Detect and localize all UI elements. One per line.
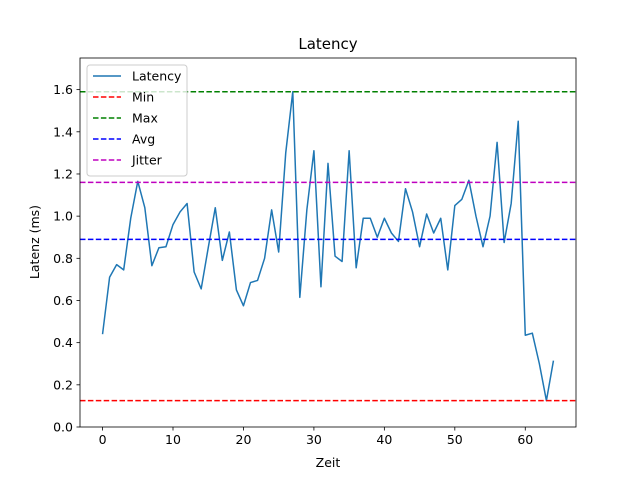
legend-label-latency: Latency [132, 69, 182, 84]
y-tick-label: 1.6 [53, 82, 73, 97]
legend-box [86, 64, 188, 177]
x-tick-label: 60 [517, 432, 533, 447]
x-tick-label: 30 [306, 432, 322, 447]
x-tick-label: 10 [165, 432, 181, 447]
legend-label-min: Min [132, 90, 154, 105]
y-tick-label: 1.4 [53, 124, 73, 139]
chart-title: Latency [298, 35, 357, 53]
legend-label-max: Max [132, 111, 158, 126]
y-axis-label: Latenz (ms) [27, 205, 42, 279]
y-tick-label: 1.0 [53, 209, 73, 224]
legend-label-jitter: Jitter [131, 153, 163, 168]
latency-series-line [101, 90, 555, 402]
y-tick-label: 1.2 [53, 166, 73, 181]
x-tick-label: 0 [99, 432, 107, 447]
x-tick-label: 50 [447, 432, 463, 447]
legend: Latency Min Max Avg Jitter [86, 64, 188, 177]
plot-frame [79, 57, 577, 428]
y-tick-label: 0.8 [53, 251, 73, 266]
y-tick-label: 0.0 [53, 420, 73, 435]
legend-label-avg: Avg [132, 132, 155, 147]
x-tick-label: 40 [376, 432, 392, 447]
x-tick-label: 20 [236, 432, 252, 447]
x-axis-label: Zeit [316, 455, 341, 470]
y-tick-label: 0.6 [53, 293, 73, 308]
y-tick-label: 0.4 [53, 335, 73, 350]
y-tick-label: 0.2 [53, 377, 73, 392]
